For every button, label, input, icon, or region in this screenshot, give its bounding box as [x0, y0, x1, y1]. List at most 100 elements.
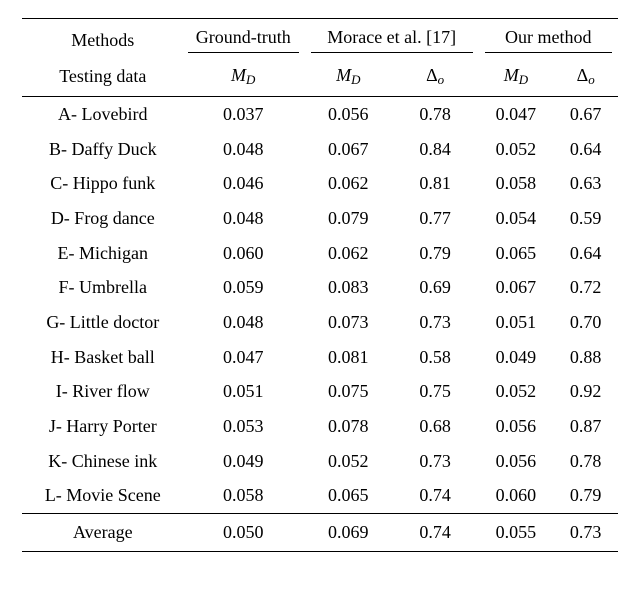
- cell-o-do: 0.78: [553, 444, 618, 479]
- cmidrule-morace: [311, 52, 473, 53]
- cell-o-do: 0.72: [553, 270, 618, 305]
- cell-o-do: 0.67: [553, 96, 618, 131]
- cell-o-do: 0.64: [553, 236, 618, 271]
- table-row: B- Daffy Duck0.0480.0670.840.0520.64: [22, 132, 618, 167]
- header-testing-data: Testing data: [22, 57, 182, 97]
- average-m-md: 0.069: [305, 514, 392, 552]
- cell-gt: 0.051: [182, 374, 305, 409]
- cell-m-do: 0.75: [392, 374, 479, 409]
- cell-m-md: 0.056: [305, 96, 392, 131]
- header-morace-md: MD: [305, 57, 392, 97]
- cell-gt: 0.047: [182, 340, 305, 375]
- average-row: Average 0.050 0.069 0.74 0.055 0.73: [22, 514, 618, 552]
- average-o-do: 0.73: [553, 514, 618, 552]
- header-row-2: Testing data MD MD Δo MD Δo: [22, 57, 618, 97]
- table-row: C- Hippo funk0.0460.0620.810.0580.63: [22, 166, 618, 201]
- cell-o-md: 0.054: [479, 201, 554, 236]
- cell-m-do: 0.77: [392, 201, 479, 236]
- cell-gt: 0.048: [182, 305, 305, 340]
- cell-name: L- Movie Scene: [22, 478, 182, 513]
- cell-m-do: 0.84: [392, 132, 479, 167]
- cell-o-md: 0.047: [479, 96, 554, 131]
- header-our-method: Our method: [479, 19, 618, 57]
- cell-o-do: 0.64: [553, 132, 618, 167]
- cell-m-md: 0.081: [305, 340, 392, 375]
- cell-gt: 0.053: [182, 409, 305, 444]
- cell-m-do: 0.79: [392, 236, 479, 271]
- average-o-md: 0.055: [479, 514, 554, 552]
- average-gt: 0.050: [182, 514, 305, 552]
- cell-o-do: 0.59: [553, 201, 618, 236]
- cell-name: J- Harry Porter: [22, 409, 182, 444]
- cmidrule-gt: [188, 52, 299, 53]
- average-m-do: 0.74: [392, 514, 479, 552]
- cell-gt: 0.060: [182, 236, 305, 271]
- cell-m-md: 0.062: [305, 166, 392, 201]
- cell-o-md: 0.051: [479, 305, 554, 340]
- cell-name: G- Little doctor: [22, 305, 182, 340]
- cell-m-do: 0.81: [392, 166, 479, 201]
- table-row: G- Little doctor0.0480.0730.730.0510.70: [22, 305, 618, 340]
- cell-name: B- Daffy Duck: [22, 132, 182, 167]
- cell-m-md: 0.078: [305, 409, 392, 444]
- table-row: A- Lovebird0.0370.0560.780.0470.67: [22, 96, 618, 131]
- cell-m-do: 0.74: [392, 478, 479, 513]
- cell-m-md: 0.052: [305, 444, 392, 479]
- cell-gt: 0.058: [182, 478, 305, 513]
- table-row: L- Movie Scene0.0580.0650.740.0600.79: [22, 478, 618, 513]
- header-gt-md: MD: [182, 57, 305, 97]
- table-row: E- Michigan0.0600.0620.790.0650.64: [22, 236, 618, 271]
- cell-gt: 0.037: [182, 96, 305, 131]
- cell-gt: 0.059: [182, 270, 305, 305]
- average-label: Average: [22, 514, 182, 552]
- cell-o-md: 0.052: [479, 132, 554, 167]
- cell-m-do: 0.58: [392, 340, 479, 375]
- cell-m-md: 0.075: [305, 374, 392, 409]
- header-methods: Methods: [22, 19, 182, 57]
- cell-name: F- Umbrella: [22, 270, 182, 305]
- cell-gt: 0.049: [182, 444, 305, 479]
- table-row: F- Umbrella0.0590.0830.690.0670.72: [22, 270, 618, 305]
- table-row: D- Frog dance0.0480.0790.770.0540.59: [22, 201, 618, 236]
- table-row: J- Harry Porter0.0530.0780.680.0560.87: [22, 409, 618, 444]
- header-row-1: Methods Ground-truth Morace et al. [17] …: [22, 19, 618, 57]
- cell-o-do: 0.92: [553, 374, 618, 409]
- cell-m-md: 0.083: [305, 270, 392, 305]
- cell-m-md: 0.062: [305, 236, 392, 271]
- cell-name: C- Hippo funk: [22, 166, 182, 201]
- cell-o-md: 0.058: [479, 166, 554, 201]
- table-row: H- Basket ball0.0470.0810.580.0490.88: [22, 340, 618, 375]
- cell-o-do: 0.79: [553, 478, 618, 513]
- cell-m-do: 0.78: [392, 96, 479, 131]
- cell-name: H- Basket ball: [22, 340, 182, 375]
- cell-name: I- River flow: [22, 374, 182, 409]
- cell-gt: 0.048: [182, 132, 305, 167]
- header-morace-delta: Δo: [392, 57, 479, 97]
- results-table: Methods Ground-truth Morace et al. [17] …: [22, 18, 618, 552]
- cell-m-do: 0.73: [392, 444, 479, 479]
- cell-o-do: 0.87: [553, 409, 618, 444]
- cell-m-do: 0.73: [392, 305, 479, 340]
- cell-o-md: 0.060: [479, 478, 554, 513]
- cell-o-md: 0.065: [479, 236, 554, 271]
- cell-name: K- Chinese ink: [22, 444, 182, 479]
- cell-o-do: 0.88: [553, 340, 618, 375]
- cell-m-md: 0.065: [305, 478, 392, 513]
- cell-o-do: 0.63: [553, 166, 618, 201]
- cell-o-md: 0.056: [479, 409, 554, 444]
- table-row: I- River flow0.0510.0750.750.0520.92: [22, 374, 618, 409]
- cell-name: E- Michigan: [22, 236, 182, 271]
- cell-name: D- Frog dance: [22, 201, 182, 236]
- cell-m-md: 0.073: [305, 305, 392, 340]
- cell-o-md: 0.067: [479, 270, 554, 305]
- header-ground-truth: Ground-truth: [182, 19, 305, 57]
- cell-o-md: 0.056: [479, 444, 554, 479]
- cell-m-do: 0.69: [392, 270, 479, 305]
- cell-m-do: 0.68: [392, 409, 479, 444]
- cell-gt: 0.048: [182, 201, 305, 236]
- header-morace: Morace et al. [17]: [305, 19, 479, 57]
- cell-m-md: 0.079: [305, 201, 392, 236]
- cell-o-do: 0.70: [553, 305, 618, 340]
- header-our-md: MD: [479, 57, 554, 97]
- header-our-delta: Δo: [553, 57, 618, 97]
